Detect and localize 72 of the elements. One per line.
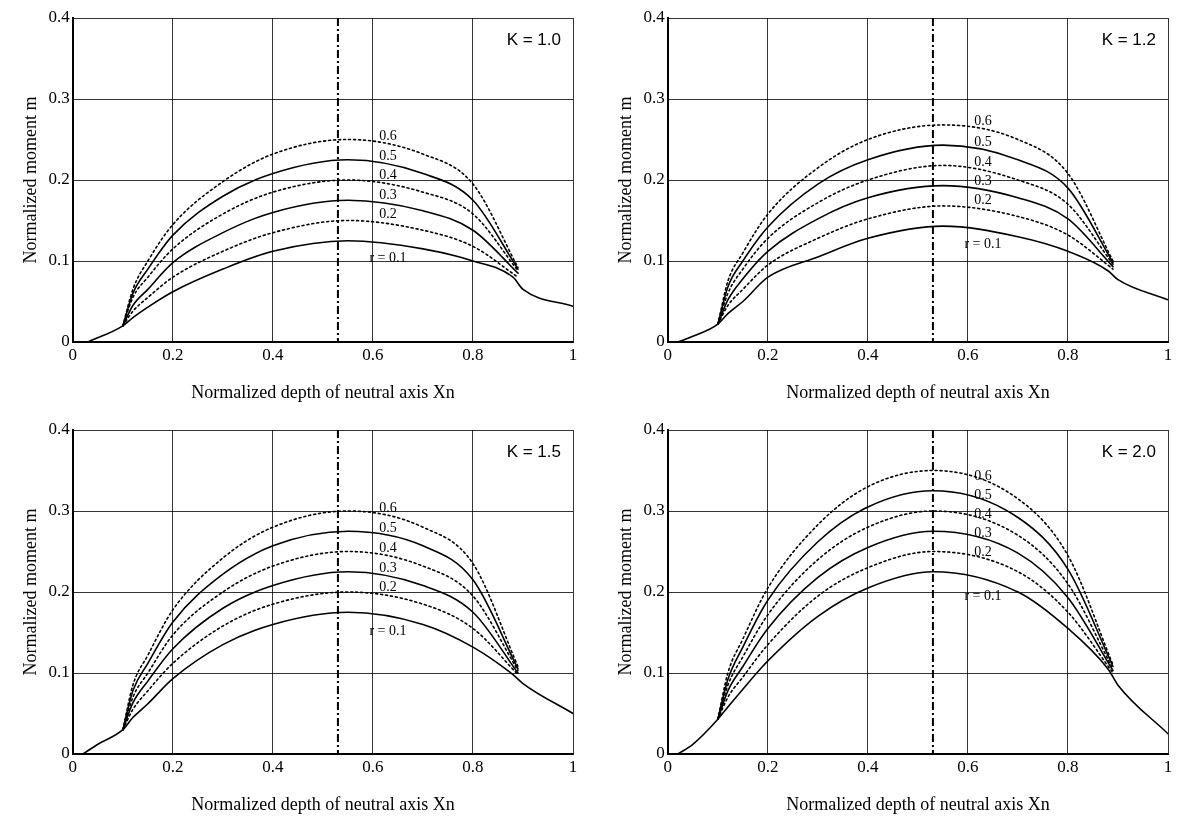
series-label: 0.3 (379, 559, 397, 575)
y-tick-label: 0.4 (48, 7, 71, 27)
y-tick-label: 0.4 (643, 419, 666, 439)
series-label: 0.5 (379, 147, 397, 163)
y-tick-label: 0.4 (48, 419, 71, 439)
x-tick-label: 1 (568, 344, 578, 364)
annotation: K = 2.0 (1101, 442, 1156, 462)
x-tick-label: 0.8 (462, 756, 484, 776)
y-tick-label: 0 (61, 743, 70, 763)
series-label: 0.5 (379, 519, 397, 535)
series-label: 0.2 (379, 579, 397, 595)
x-tick-label: 0.4 (857, 756, 880, 776)
y-tick-label: 0.3 (48, 500, 70, 520)
y-tick-label: 0.2 (48, 169, 70, 189)
series-label: 0.6 (974, 467, 992, 483)
y-tick-label: 0.4 (643, 7, 666, 27)
y-axis-title: Normalized moment m (19, 96, 40, 264)
series-label: 0.6 (379, 127, 397, 143)
series-label: 0.6 (974, 113, 992, 129)
series-label: 0.4 (974, 153, 992, 169)
x-tick-label: 0.6 (362, 756, 384, 776)
x-tick-label: 0.8 (462, 344, 484, 364)
series-label: 0.2 (379, 206, 397, 222)
y-axis-title: Normalized moment m (614, 508, 635, 676)
y-tick-label: 0.2 (48, 581, 70, 601)
series-label: r = 0.1 (369, 623, 407, 639)
y-tick-label: 0.1 (643, 662, 665, 682)
series-label: r = 0.1 (964, 236, 1002, 252)
y-tick-label: 0.2 (643, 581, 665, 601)
series-label: 0.3 (379, 186, 397, 202)
series-label: 0.5 (974, 487, 992, 503)
x-tick-label: 0.2 (757, 344, 779, 364)
y-axis-title: Normalized moment m (19, 508, 40, 676)
y-tick-label: 0 (61, 331, 70, 351)
series-label: 0.4 (379, 167, 397, 183)
x-tick-label: 0.8 (1057, 756, 1079, 776)
series-label: r = 0.1 (964, 588, 1002, 604)
x-axis-title: Normalized depth of neutral axis Xn (786, 381, 1050, 402)
x-tick-label: 0.4 (262, 756, 285, 776)
y-tick-label: 0.1 (643, 250, 665, 270)
x-tick-label: 0.2 (162, 344, 184, 364)
x-tick-label: 0.4 (262, 344, 285, 364)
x-axis-title: Normalized depth of neutral axis Xn (786, 793, 1050, 814)
y-tick-label: 0 (656, 743, 665, 763)
x-tick-label: 0.4 (857, 344, 880, 364)
y-axis-title: Normalized moment m (614, 96, 635, 264)
y-tick-label: 0.2 (643, 169, 665, 189)
x-tick-label: 0.8 (1057, 344, 1079, 364)
x-tick-label: 0.6 (362, 344, 384, 364)
series-label: 0.2 (974, 192, 992, 208)
series-label: 0.2 (974, 544, 992, 560)
x-tick-label: 1 (568, 756, 578, 776)
x-tick-label: 1 (1163, 756, 1173, 776)
annotation: K = 1.5 (506, 442, 561, 462)
series-label: 0.5 (974, 133, 992, 149)
x-axis-title: Normalized depth of neutral axis Xn (191, 793, 455, 814)
y-tick-label: 0.3 (643, 500, 665, 520)
x-tick-label: 0.6 (957, 344, 979, 364)
series-label: 0.3 (974, 524, 992, 540)
y-tick-label: 0.3 (48, 88, 70, 108)
x-tick-label: 0.2 (757, 756, 779, 776)
y-tick-label: 0.1 (48, 662, 70, 682)
annotation: K = 1.0 (506, 30, 561, 50)
y-tick-label: 0 (656, 331, 665, 351)
x-axis-title: Normalized depth of neutral axis Xn (191, 381, 455, 402)
annotation: K = 1.2 (1101, 30, 1156, 50)
series-label: 0.4 (379, 539, 397, 555)
x-tick-label: 1 (1163, 344, 1173, 364)
y-tick-label: 0.3 (643, 88, 665, 108)
x-tick-label: 0.2 (162, 756, 184, 776)
y-tick-label: 0.1 (48, 250, 70, 270)
x-tick-label: 0.6 (957, 756, 979, 776)
